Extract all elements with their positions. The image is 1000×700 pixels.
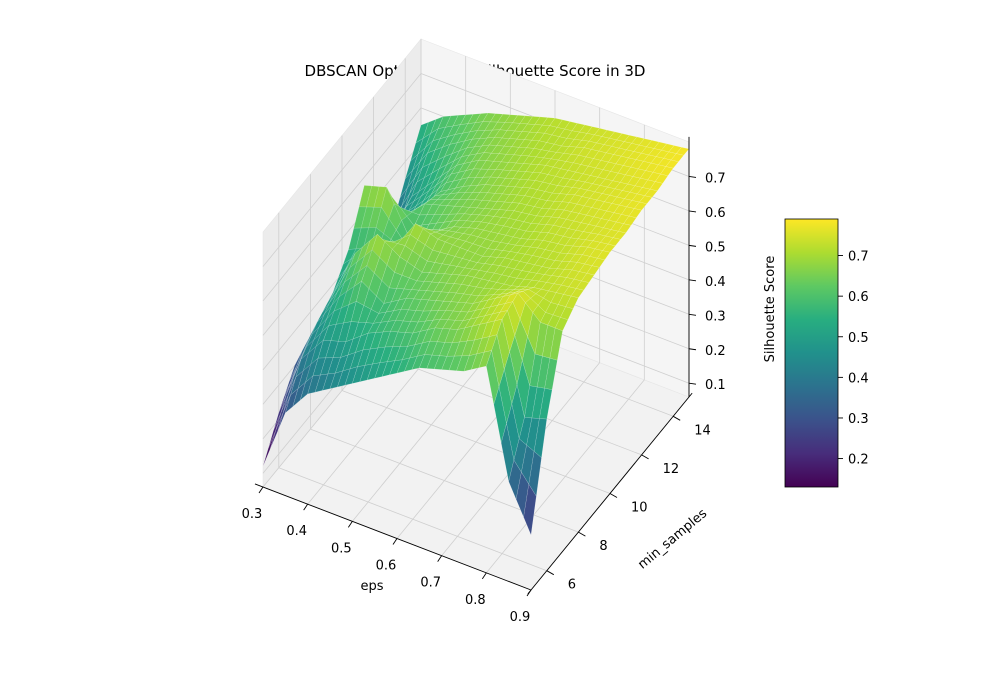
z-tick-label: 0.1	[705, 378, 726, 393]
surface-cell	[586, 265, 600, 276]
min-samples-tick-label: 12	[663, 462, 680, 477]
z-tick	[688, 348, 697, 351]
z-tick-label: 0.3	[705, 309, 726, 324]
z-tick-label: 0.4	[705, 275, 726, 290]
min-samples-tick-label: 14	[694, 423, 711, 438]
min-samples-tick	[546, 570, 555, 576]
colorbar-tick-label: 0.6	[848, 290, 869, 305]
z-tick	[688, 176, 697, 178]
z-tick	[688, 244, 697, 247]
surface-cell	[581, 273, 595, 283]
eps-tick	[258, 486, 264, 494]
eps-tick-label: 0.5	[331, 541, 352, 556]
eps-tick	[392, 538, 398, 545]
z-tick	[688, 313, 697, 316]
eps-tick-label: 0.8	[465, 593, 486, 608]
eps-tick	[347, 521, 353, 528]
surface-cell	[575, 280, 590, 291]
min-samples-tick	[609, 493, 618, 498]
min-samples-tick	[641, 454, 649, 460]
colorbar-tick-label: 0.2	[848, 453, 869, 468]
colorbar-ticks: 0.2 0.3 0.4 0.5 0.6 0.7	[838, 250, 869, 468]
surface-cell	[670, 153, 685, 163]
z-tick-label: 0.2	[705, 344, 726, 359]
colorbar	[784, 218, 839, 488]
min-samples-tick-label: 10	[631, 501, 648, 516]
surface-cell	[523, 483, 537, 536]
surface-cell	[539, 388, 553, 420]
eps-tick-label: 0.4	[286, 524, 307, 539]
z-tick	[688, 210, 697, 213]
surface-mesh	[262, 112, 690, 536]
eps-axis-line	[254, 483, 532, 591]
y-axis-label: min_samples	[635, 506, 710, 572]
eps-tick-label: 0.9	[510, 610, 531, 625]
min-samples-tick-label: 8	[599, 539, 607, 554]
z-tick	[688, 279, 697, 282]
eps-tick-label: 0.3	[242, 507, 263, 522]
eps-tick	[303, 503, 309, 511]
surface-cell	[554, 317, 569, 332]
floor-grid-ms	[341, 390, 611, 494]
z-tick	[688, 382, 697, 385]
min-samples-tick	[578, 531, 586, 537]
z-tick-label: 0.6	[705, 206, 726, 221]
colorbar-tick-label: 0.4	[848, 371, 869, 386]
eps-tick-label: 0.7	[420, 576, 441, 591]
floor-grid-ms	[278, 467, 547, 572]
min-samples-tick	[672, 415, 681, 421]
colorbar-label: Silhouette Score	[763, 256, 778, 363]
left-grid-z	[262, 73, 422, 267]
min-samples-tick-label: 6	[568, 578, 576, 593]
left-grid-z	[262, 107, 422, 302]
colorbar-tick-label: 0.3	[848, 412, 869, 427]
colorbar-tick-label: 0.5	[848, 331, 869, 346]
eps-tick-label: 0.6	[376, 559, 397, 574]
z-tick-label: 0.7	[705, 172, 726, 187]
x-axis-label: eps	[360, 579, 383, 594]
colorbar-tick-label: 0.7	[848, 250, 869, 265]
left-grid-z	[262, 142, 422, 336]
axes: 0.3 0.4 0.5 0.6 0.7 0.8 0.9 6 8 10 12 14 0.1 0.2 0.3 0.…	[242, 136, 726, 625]
z-tick-label: 0.5	[705, 240, 726, 255]
eps-tick	[437, 555, 443, 562]
eps-tick	[481, 572, 487, 580]
